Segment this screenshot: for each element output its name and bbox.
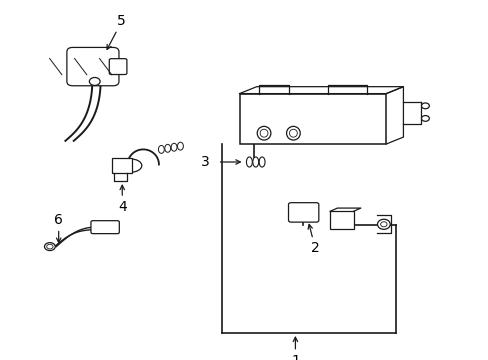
Text: 2: 2 [310,241,319,255]
Ellipse shape [260,129,267,137]
Bar [329,211,353,229]
Ellipse shape [158,145,164,153]
Ellipse shape [177,142,183,150]
Ellipse shape [380,222,386,227]
Ellipse shape [377,219,389,229]
FancyBboxPatch shape [67,48,119,86]
Ellipse shape [171,143,177,151]
Ellipse shape [89,77,100,85]
Ellipse shape [421,116,428,121]
Ellipse shape [44,243,55,251]
Ellipse shape [257,126,270,140]
Ellipse shape [259,157,264,167]
Text: 4: 4 [118,200,126,214]
Ellipse shape [47,244,53,249]
Text: 1: 1 [290,354,299,360]
Ellipse shape [164,144,170,152]
Ellipse shape [421,103,428,109]
FancyBboxPatch shape [288,203,318,222]
FancyBboxPatch shape [109,59,126,75]
Text: 3: 3 [201,155,209,169]
Ellipse shape [286,126,300,140]
Bar [112,158,132,173]
Text: 5: 5 [117,14,126,28]
Ellipse shape [246,157,252,167]
FancyBboxPatch shape [91,221,119,234]
Ellipse shape [289,129,297,137]
Text: 6: 6 [54,213,63,226]
Ellipse shape [117,159,142,172]
Bar [239,94,386,144]
Ellipse shape [252,157,258,167]
